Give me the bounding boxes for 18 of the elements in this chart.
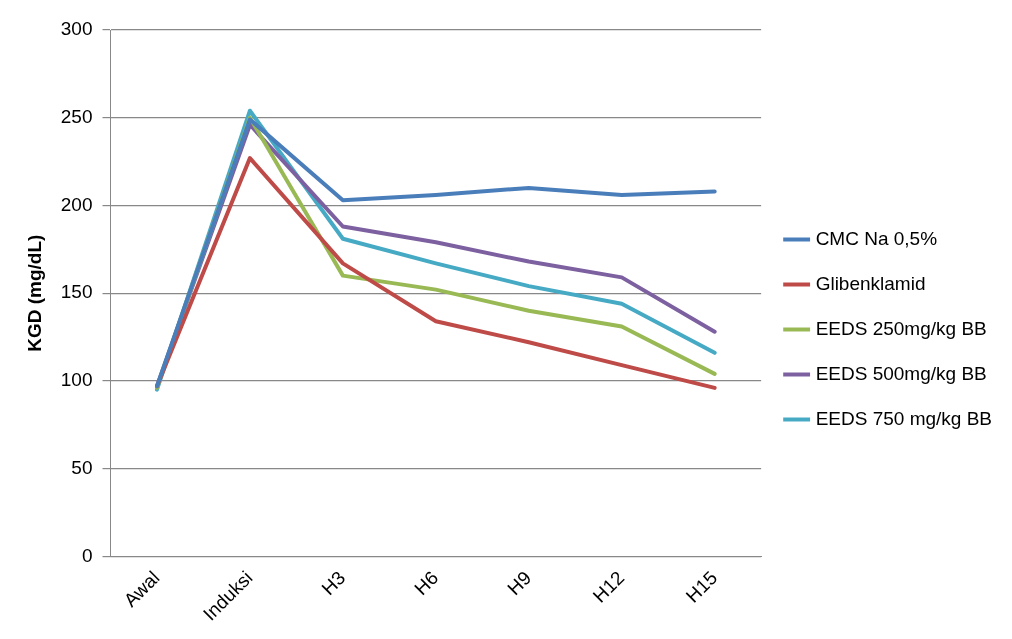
- y-tick-label: 50: [71, 456, 93, 478]
- y-tick-label: 150: [60, 281, 93, 303]
- x-tick-label: H3: [317, 567, 350, 600]
- x-tick-label: H9: [503, 567, 536, 600]
- legend-label: Glibenklamid: [815, 272, 926, 294]
- y-tick-label: 0: [81, 544, 93, 566]
- x-tick-label: H12: [588, 567, 629, 607]
- y-axis-title: KGD (mg/dL): [23, 234, 45, 352]
- legend-label: EEDS 500mg/kg BB: [815, 362, 987, 384]
- y-tick-label: 100: [60, 369, 93, 391]
- legend-label: CMC Na 0,5%: [815, 227, 938, 249]
- y-tick-label: 200: [60, 193, 93, 215]
- legend-label: EEDS 750 mg/kg BB: [815, 407, 993, 429]
- y-tick-label: 250: [60, 105, 93, 127]
- legend-label: EEDS 250mg/kg BB: [815, 317, 987, 339]
- x-tick-label: H15: [681, 567, 722, 607]
- y-tick-label: 300: [60, 18, 93, 40]
- x-tick-label: H6: [410, 567, 443, 600]
